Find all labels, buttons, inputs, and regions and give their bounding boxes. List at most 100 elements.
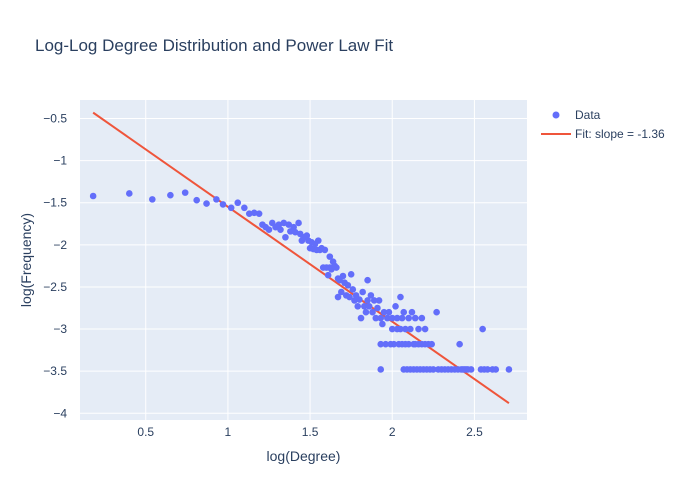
legend[interactable]: Data Fit: slope = -1.36 xyxy=(541,108,665,141)
data-point[interactable] xyxy=(290,223,297,231)
data-point[interactable] xyxy=(364,276,371,284)
x-tick-label: 2 xyxy=(389,425,396,439)
data-point[interactable] xyxy=(377,340,385,348)
data-point[interactable] xyxy=(357,314,365,322)
x-tick-label: 1 xyxy=(225,425,232,439)
data-point[interactable] xyxy=(333,264,340,271)
data-point[interactable] xyxy=(367,292,375,299)
data-point[interactable] xyxy=(227,204,235,212)
data-point[interactable] xyxy=(393,314,401,322)
y-tick-label: −3.5 xyxy=(43,364,67,378)
data-point[interactable] xyxy=(408,308,416,316)
data-point[interactable] xyxy=(351,297,358,304)
data-point[interactable] xyxy=(126,190,133,197)
data-point[interactable] xyxy=(359,288,366,296)
data-point[interactable] xyxy=(428,340,435,348)
data-point[interactable] xyxy=(405,340,412,348)
data-point[interactable] xyxy=(377,366,385,373)
data-point[interactable] xyxy=(369,308,376,316)
y-tick-label: −1.5 xyxy=(43,196,67,210)
data-point[interactable] xyxy=(149,196,156,203)
data-point[interactable] xyxy=(379,320,386,328)
data-point[interactable] xyxy=(337,288,345,296)
data-point[interactable] xyxy=(344,281,352,289)
data-point[interactable] xyxy=(364,297,371,304)
data-point[interactable] xyxy=(382,340,389,348)
y-tick-label: −3 xyxy=(53,322,67,336)
data-point[interactable] xyxy=(321,246,329,254)
data-point[interactable] xyxy=(361,303,368,310)
y-tick-label: −1 xyxy=(53,154,67,168)
data-point[interactable] xyxy=(285,221,293,228)
data-point[interactable] xyxy=(402,325,409,333)
data-point[interactable] xyxy=(89,192,97,200)
data-point[interactable] xyxy=(411,314,419,322)
data-point[interactable] xyxy=(390,340,398,348)
data-point[interactable] xyxy=(397,293,404,301)
data-point[interactable] xyxy=(467,366,475,373)
data-point[interactable] xyxy=(407,325,414,333)
data-point[interactable] xyxy=(193,196,200,204)
x-axis-title: log(Degree) xyxy=(267,448,341,464)
legend-item-data[interactable]: Data xyxy=(552,108,601,122)
data-point[interactable] xyxy=(492,366,500,373)
data-point[interactable] xyxy=(347,271,355,278)
data-point[interactable] xyxy=(314,237,322,244)
data-point[interactable] xyxy=(392,303,399,310)
data-point[interactable] xyxy=(203,200,210,207)
data-point[interactable] xyxy=(370,297,378,304)
data-point[interactable] xyxy=(384,314,391,322)
data-point[interactable] xyxy=(241,204,248,212)
data-point[interactable] xyxy=(334,293,342,301)
data-point[interactable] xyxy=(415,325,422,333)
y-tick-label: −2.5 xyxy=(43,280,67,294)
data-point[interactable] xyxy=(430,366,437,373)
data-point[interactable] xyxy=(255,210,263,217)
data-point[interactable] xyxy=(372,314,380,322)
data-point[interactable] xyxy=(405,314,412,322)
data-point[interactable] xyxy=(484,366,491,373)
data-point[interactable] xyxy=(398,314,406,322)
data-point[interactable] xyxy=(354,303,362,310)
data-point[interactable] xyxy=(456,340,463,348)
data-point[interactable] xyxy=(324,271,332,279)
data-point[interactable] xyxy=(380,308,388,316)
data-point[interactable] xyxy=(418,314,426,322)
data-point[interactable] xyxy=(213,196,220,203)
data-point[interactable] xyxy=(365,303,373,310)
data-point[interactable] xyxy=(167,191,174,199)
data-point[interactable] xyxy=(375,297,383,304)
data-point[interactable] xyxy=(377,314,385,322)
data-point[interactable] xyxy=(245,210,253,217)
data-point[interactable] xyxy=(295,219,302,227)
data-point[interactable] xyxy=(397,325,404,333)
data-point[interactable] xyxy=(362,308,370,316)
data-point[interactable] xyxy=(400,308,408,316)
data-point[interactable] xyxy=(433,308,440,316)
data-point[interactable] xyxy=(346,293,353,301)
data-point[interactable] xyxy=(277,226,284,233)
legend-item-fit[interactable]: Fit: slope = -1.36 xyxy=(541,127,665,141)
data-point[interactable] xyxy=(326,253,334,260)
data-point[interactable] xyxy=(356,296,363,303)
data-point[interactable] xyxy=(479,325,486,333)
data-point[interactable] xyxy=(181,189,189,196)
data-point[interactable] xyxy=(303,232,311,239)
data-point[interactable] xyxy=(388,325,396,333)
data-point[interactable] xyxy=(265,226,273,233)
data-point[interactable] xyxy=(282,233,289,241)
data-point[interactable] xyxy=(421,325,429,333)
data-point[interactable] xyxy=(374,304,381,312)
data-point[interactable] xyxy=(505,366,513,373)
y-axis-ticks: −0.5 −1 −1.5 −2 −2.5 −3 −3.5 −4 xyxy=(43,112,67,421)
x-tick-label: 1.5 xyxy=(302,425,319,439)
data-point[interactable] xyxy=(349,286,357,293)
fit-series xyxy=(92,111,510,404)
data-point[interactable] xyxy=(234,199,242,207)
data-point[interactable] xyxy=(388,314,396,322)
data-point[interactable] xyxy=(385,308,393,316)
data-point[interactable] xyxy=(339,272,347,280)
data-point[interactable] xyxy=(219,201,227,208)
data-point[interactable] xyxy=(250,209,258,217)
